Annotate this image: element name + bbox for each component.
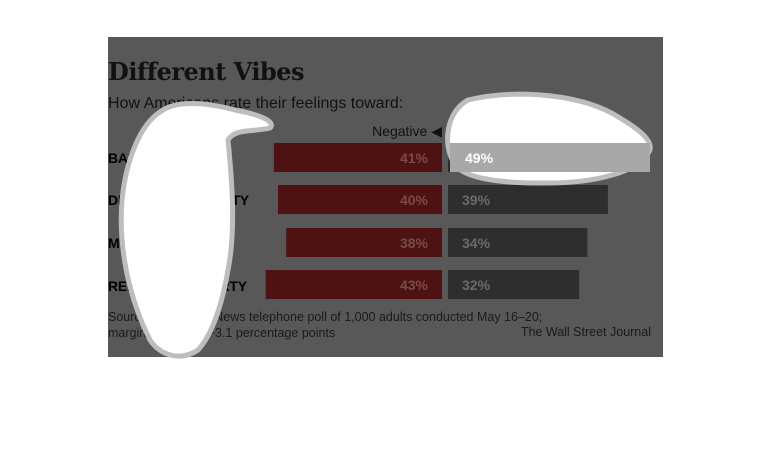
category-label-obama: BARACK OBAMA (108, 150, 224, 166)
legend-positive: ▶ Positive (448, 123, 512, 139)
bar-negative-label-2: 38% (400, 235, 429, 251)
bar-positive-label-2: 34% (462, 235, 491, 251)
bar-positive-label-1: 39% (462, 192, 491, 208)
bar-negative-0 (273, 143, 442, 172)
chart-title: Different Vibes (108, 57, 305, 86)
bar-negative-3 (265, 270, 442, 299)
bar-negative-label-1: 40% (400, 192, 429, 208)
legend-negative: Negative ◀ (372, 123, 442, 139)
category-label-republican-party: REPUBLICAN PARTY (108, 278, 247, 294)
credit-line: The Wall Street Journal (520, 325, 651, 339)
bar-positive-3 (448, 270, 580, 299)
bar-negative-1 (278, 185, 442, 214)
chart-panel: Different Vibes How Americans rate their… (108, 37, 663, 357)
bar-positive-1 (448, 185, 608, 214)
bar-positive-label-0: 49% (462, 150, 491, 166)
category-label-romney: MITT ROMNEY (108, 235, 204, 251)
bar-negative-label-0: 41% (400, 150, 429, 166)
category-label-democratic-party: DEMOCRATIC PARTY (108, 192, 249, 208)
source-note: Source: WSJ/NBC News telephone poll of 1… (108, 309, 542, 341)
bar-positive-label-3: 32% (462, 277, 491, 293)
bar-negative-2 (286, 228, 442, 257)
bar-negative-label-3: 43% (400, 277, 429, 293)
source-line-2: margin of error: +/−3.1 percentage point… (108, 326, 336, 340)
source-line-1: Source: WSJ/NBC News telephone poll of 1… (108, 310, 543, 324)
bar-positive-2 (448, 228, 588, 257)
